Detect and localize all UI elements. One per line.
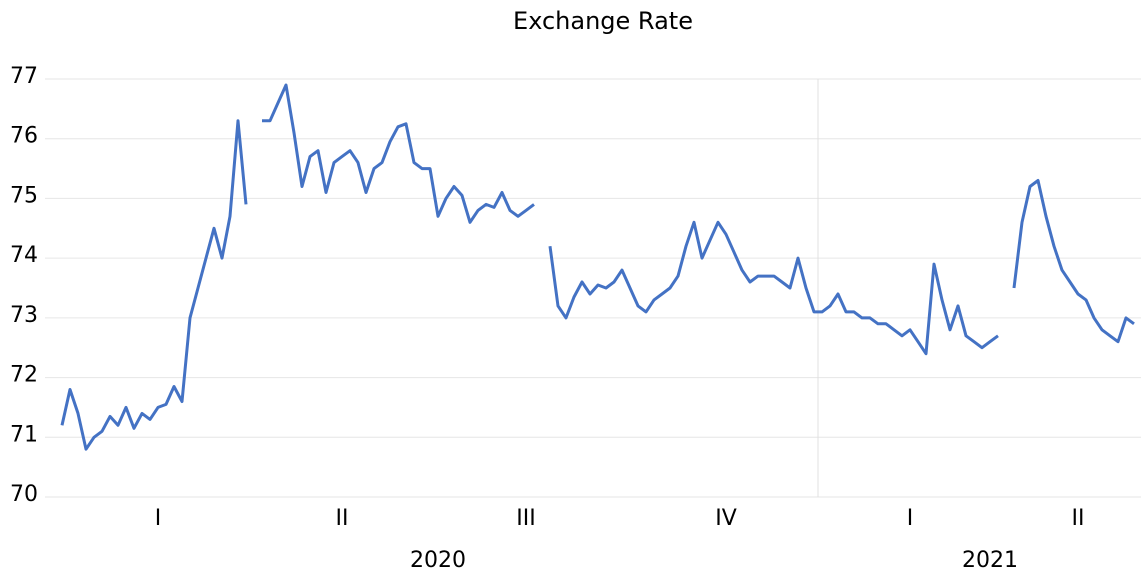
- x-group-label: 2021: [962, 548, 1018, 573]
- x-tick-label: IV: [715, 506, 737, 531]
- y-tick-label: 70: [10, 482, 38, 507]
- x-group-label: 2020: [410, 548, 466, 573]
- y-tick-label: 73: [10, 303, 38, 328]
- x-tick-label: II: [336, 506, 349, 531]
- y-tick-label: 71: [10, 422, 38, 447]
- y-tick-label: 76: [10, 124, 38, 149]
- line-series: [60, 83, 1135, 451]
- y-tick-label: 74: [10, 243, 38, 268]
- y-tick-label: 77: [10, 64, 38, 89]
- chart-title: Exchange Rate: [513, 7, 693, 35]
- x-tick-label: I: [907, 506, 914, 531]
- x-tick-label: III: [516, 506, 535, 531]
- x-tick-label: I: [155, 506, 162, 531]
- y-tick-label: 72: [10, 363, 38, 388]
- y-tick-label: 75: [10, 183, 38, 208]
- x-tick-label: II: [1072, 506, 1085, 531]
